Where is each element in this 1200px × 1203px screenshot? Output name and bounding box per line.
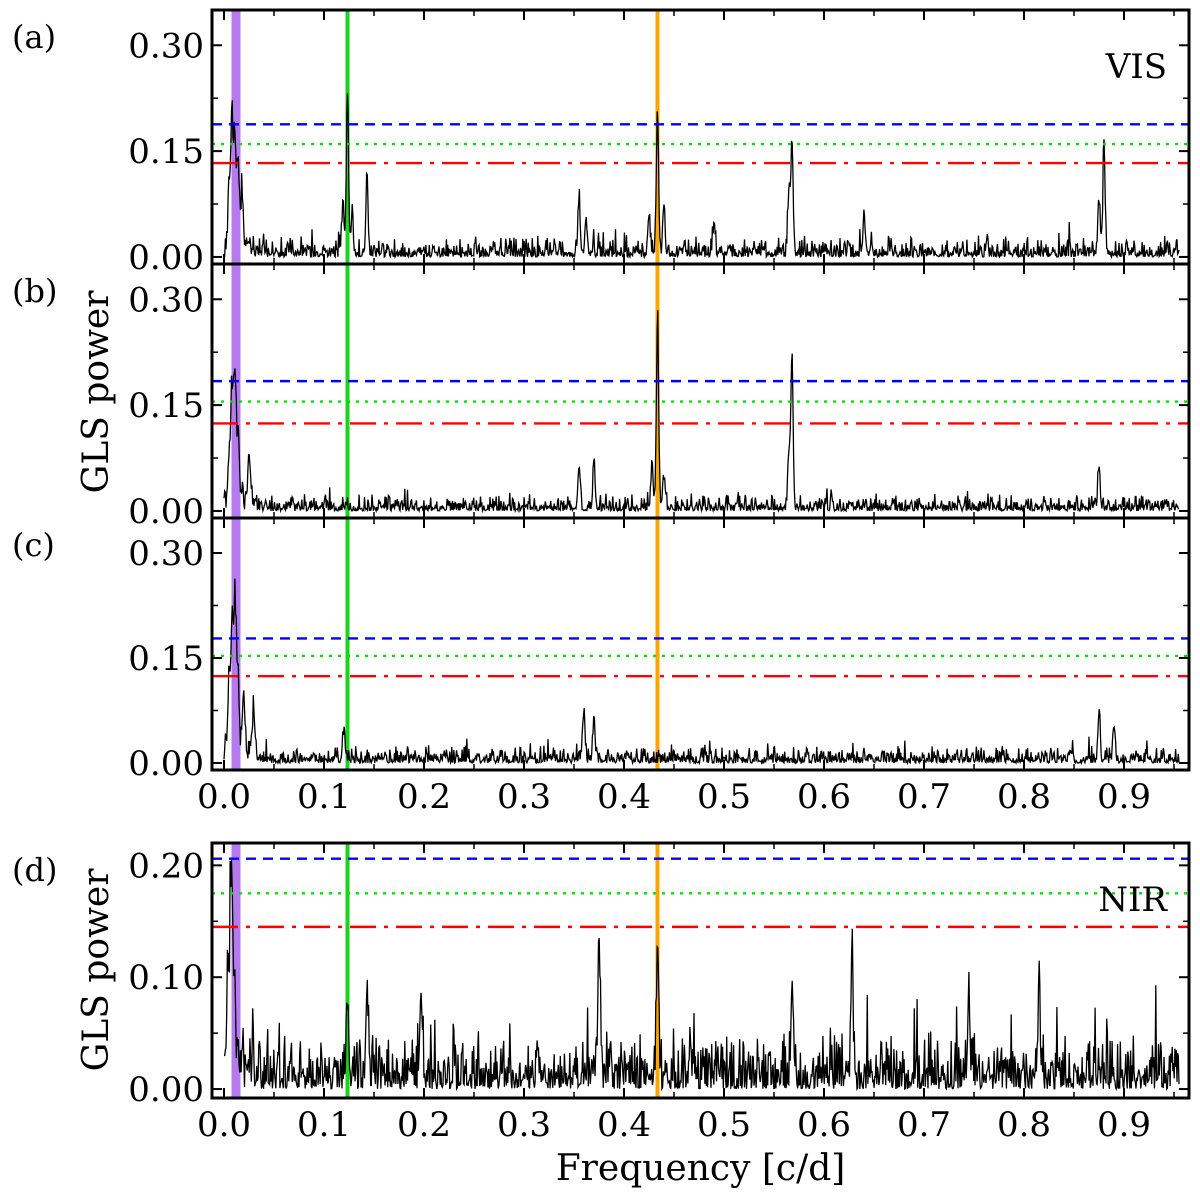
x-tick-label: 0.4 [597,1105,651,1145]
gls-power-curve [223,860,1180,1092]
x-tick-label: 0.6 [797,1105,851,1145]
plot-area [212,10,1189,264]
x-tick-label: 0.1 [297,1105,351,1145]
panel-d: 0.00 0.10 0.20 (d) NIR [12,841,1191,1110]
x-tick-label: 0.9 [1097,777,1151,817]
y-tick-label: 0.00 [128,238,204,278]
panel-letter: (a) [12,18,56,56]
x-tick-label: 0.5 [697,777,751,817]
plot-area [212,518,1189,770]
y-tick-label: 0.20 [128,846,204,886]
panel-frame [210,516,1191,772]
panel-letter: (b) [12,272,57,310]
panel-letter: (d) [12,851,57,889]
x-tick-label: 0.7 [897,777,951,817]
panel-a: 0.00 0.15 0.30 (a) VIS [12,8,1191,278]
y-tick-label: 0.30 [128,534,204,574]
x-tick-label: 0.0 [197,777,251,817]
y-tick-label: 0.30 [128,26,204,66]
gls-power-curve [223,310,1180,514]
panel-frame [210,262,1191,520]
x-tick-label: 0.6 [797,777,851,817]
gls-power-curve [223,93,1180,260]
x-tick-label: 0.3 [497,777,551,817]
y-tick-label: 0.30 [128,280,204,320]
x-tick-label: 0.3 [497,1105,551,1145]
x-tick-label: 0.8 [997,777,1051,817]
x-tick-label: 0.2 [397,1105,451,1145]
panel-b: 0.00 0.15 0.30 (b) [12,262,1191,532]
y-tick-label: 0.15 [128,386,204,426]
x-tick-label: 0.5 [697,1105,751,1145]
x-tick-label: 0.2 [397,777,451,817]
plot-area [212,843,1189,1098]
x-tick-label: 0.1 [297,777,351,817]
inset-label-vis: VIS [1105,47,1167,87]
y-tick-label: 0.00 [128,744,204,784]
x-tick-label: 0.0 [197,1105,251,1145]
x-tick-label: 0.7 [897,1105,951,1145]
y-axis-title-lower: GLS power [76,868,117,1072]
plot-area [212,264,1189,518]
y-tick-label: 0.00 [128,492,204,532]
x-axis-title: Frequency [c/d] [556,1148,846,1189]
x-tick-label: 0.9 [1097,1105,1151,1145]
y-tick-label: 0.15 [128,132,204,172]
y-tick-label: 0.00 [128,1070,204,1110]
panel-c: 0.00 0.15 0.30 (c) [12,516,1191,784]
y-tick-label: 0.15 [128,639,204,679]
y-tick-label: 0.10 [128,958,204,998]
gls-power-curve [223,578,1180,766]
panel-frame [210,8,1191,266]
panel-frame [210,841,1191,1100]
panel-letter: (c) [12,526,55,564]
inset-label-nir: NIR [1098,880,1168,920]
x-tick-label: 0.4 [597,777,651,817]
x-tick-label: 0.8 [997,1105,1051,1145]
y-axis-title-upper: GLS power [76,290,117,494]
